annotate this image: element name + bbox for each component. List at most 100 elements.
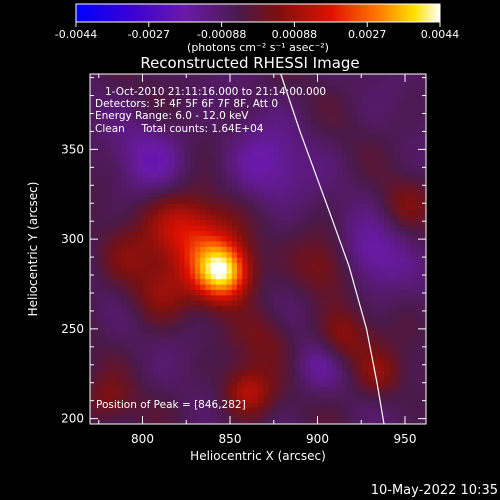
- heatmap-cell: [336, 327, 343, 334]
- heatmap-cell: [373, 165, 380, 172]
- heatmap-cell: [242, 354, 249, 360]
- heatmap-cell: [252, 240, 259, 247]
- heatmap-cell: [168, 240, 175, 247]
- heatmap-cell: [195, 294, 201, 301]
- heatmap-cell: [336, 176, 343, 183]
- heatmap-cell: [321, 106, 327, 113]
- heatmap-cell: [95, 375, 102, 382]
- heatmap-cell: [126, 343, 133, 350]
- heatmap-cell: [352, 246, 359, 253]
- heatmap-cell: [247, 337, 254, 344]
- heatmap-cell: [389, 138, 396, 145]
- heatmap-cell: [384, 262, 390, 269]
- heatmap-cell: [231, 262, 238, 269]
- heatmap-cell: [263, 203, 270, 210]
- heatmap-cell: [153, 407, 159, 414]
- heatmap-cell: [378, 370, 385, 377]
- heatmap-cell: [237, 370, 243, 377]
- heatmap-cell: [242, 95, 249, 102]
- heatmap-cell: [126, 100, 133, 107]
- heatmap-cell: [399, 262, 406, 269]
- heatmap-cell: [100, 343, 107, 350]
- heatmap-cell: [284, 397, 291, 404]
- heatmap-cell: [289, 407, 296, 414]
- heatmap-cell: [415, 262, 422, 269]
- heatmap-cell: [205, 267, 212, 274]
- heatmap-cell: [279, 375, 285, 382]
- heatmap-cell: [394, 214, 401, 220]
- heatmap-cell: [336, 144, 343, 150]
- heatmap-cell: [331, 240, 338, 247]
- heatmap-cell: [158, 348, 165, 355]
- heatmap-cell: [331, 359, 338, 366]
- heatmap-cell: [279, 181, 285, 188]
- heatmap-cell: [247, 348, 254, 355]
- heatmap-cell: [410, 106, 417, 113]
- heatmap-cell: [263, 224, 270, 231]
- heatmap-cell: [268, 149, 275, 156]
- heatmap-cell: [116, 294, 123, 301]
- heatmap-cell: [321, 386, 327, 393]
- heatmap-cell: [394, 316, 401, 323]
- heatmap-cell: [216, 305, 222, 312]
- heatmap-cell: [305, 375, 312, 382]
- heatmap-cell: [210, 402, 217, 409]
- heatmap-cell: [326, 305, 333, 312]
- heatmap-cell: [336, 187, 343, 194]
- heatmap-cell: [294, 391, 301, 398]
- heatmap-cell: [315, 316, 322, 323]
- heatmap-cell: [310, 267, 317, 274]
- heatmap-cell: [279, 402, 285, 409]
- heatmap-cell: [273, 332, 280, 339]
- heatmap-cell: [357, 300, 364, 307]
- heatmap-cell: [352, 208, 359, 215]
- heatmap-cell: [158, 214, 165, 220]
- heatmap-cell: [168, 251, 175, 258]
- heatmap-cell: [168, 192, 175, 199]
- heatmap-cell: [195, 364, 201, 371]
- heatmap-cell: [273, 84, 280, 91]
- heatmap-cell: [305, 397, 312, 404]
- heatmap-cell: [126, 289, 133, 296]
- heatmap-cell: [289, 149, 296, 156]
- heatmap-cell: [289, 95, 296, 102]
- heatmap-cell: [168, 154, 175, 161]
- heatmap-cell: [252, 144, 259, 150]
- heatmap-cell: [210, 251, 217, 258]
- heatmap-cell: [90, 370, 96, 377]
- heatmap-cell: [373, 154, 380, 161]
- heatmap-cell: [263, 149, 270, 156]
- heatmap-cell: [184, 84, 191, 91]
- heatmap-cell: [163, 386, 170, 393]
- heatmap-cell: [158, 122, 165, 129]
- heatmap-cell: [184, 230, 191, 237]
- heatmap-cell: [205, 305, 212, 312]
- heatmap-cell: [263, 257, 270, 264]
- heatmap-cell: [95, 380, 102, 387]
- heatmap-cell: [258, 343, 264, 350]
- heatmap-cell: [132, 407, 138, 414]
- heatmap-cell: [373, 90, 380, 97]
- heatmap-cell: [179, 111, 186, 118]
- heatmap-cell: [300, 154, 306, 161]
- heatmap-cell: [321, 278, 327, 285]
- heatmap-cell: [242, 359, 249, 366]
- heatmap-cell: [321, 370, 327, 377]
- heatmap-cell: [174, 402, 180, 409]
- heatmap-cell: [310, 348, 317, 355]
- heatmap-cell: [174, 197, 180, 204]
- heatmap-cell: [158, 111, 165, 118]
- heatmap-cell: [147, 354, 154, 360]
- heatmap-cell: [137, 95, 144, 102]
- heatmap-cell: [226, 294, 233, 301]
- heatmap-cell: [242, 343, 249, 350]
- heatmap-cell: [142, 267, 149, 274]
- heatmap-cell: [205, 95, 212, 102]
- heatmap-cell: [95, 111, 102, 118]
- heatmap-cell: [121, 230, 128, 237]
- heatmap-cell: [263, 348, 270, 355]
- heatmap-cell: [126, 262, 133, 269]
- heatmap-cell: [163, 246, 170, 253]
- heatmap-cell: [284, 133, 291, 140]
- heatmap-cell: [195, 348, 201, 355]
